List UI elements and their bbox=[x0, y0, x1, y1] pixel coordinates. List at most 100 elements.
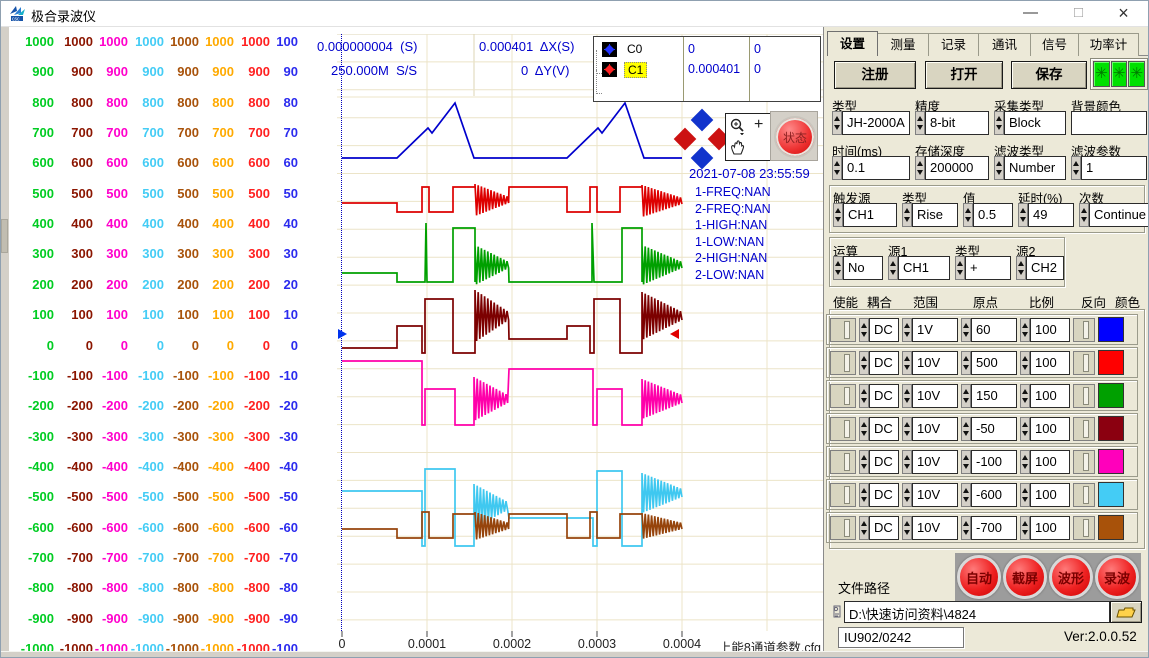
field-触发源[interactable]: CH1 bbox=[833, 203, 897, 227]
spinner-arrows-icon[interactable] bbox=[1020, 515, 1030, 540]
cursor-c0-marker[interactable] bbox=[338, 329, 347, 339]
invert-toggle[interactable] bbox=[1073, 416, 1095, 441]
spinner-arrows-icon[interactable] bbox=[902, 203, 912, 227]
chan-coupling-field[interactable]: DC bbox=[859, 383, 899, 408]
channel-color-swatch[interactable] bbox=[1098, 449, 1124, 474]
enable-toggle[interactable] bbox=[830, 515, 856, 540]
spinner-arrows-icon[interactable] bbox=[961, 383, 971, 408]
chan-origin-field[interactable]: -600 bbox=[961, 482, 1017, 507]
channel-color-swatch[interactable] bbox=[1098, 317, 1124, 342]
spinner-arrows-icon[interactable] bbox=[832, 156, 842, 180]
enable-toggle[interactable] bbox=[830, 317, 856, 342]
spinner-arrows-icon[interactable] bbox=[955, 256, 965, 280]
spinner-arrows-icon[interactable] bbox=[1020, 383, 1030, 408]
field-延时(%)[interactable]: 49 bbox=[1018, 203, 1074, 227]
spinner-arrows-icon[interactable] bbox=[902, 482, 912, 507]
chan-range-field[interactable]: 10V bbox=[902, 482, 958, 507]
enable-toggle[interactable] bbox=[830, 416, 856, 441]
spinner-arrows-icon[interactable] bbox=[1020, 350, 1030, 375]
cursor-name[interactable]: C1 bbox=[624, 62, 648, 78]
spinner-arrows-icon[interactable] bbox=[902, 515, 912, 540]
invert-toggle[interactable] bbox=[1073, 515, 1095, 540]
spinner-arrows-icon[interactable] bbox=[859, 383, 869, 408]
maximize-button[interactable]: □ bbox=[1073, 4, 1084, 21]
tab-功率计[interactable]: 功率计 bbox=[1079, 33, 1139, 56]
crosshair-tool-icon[interactable]: + bbox=[754, 116, 764, 133]
action-button-截屏[interactable]: 截屏 bbox=[1003, 555, 1047, 599]
chan-scale-field[interactable]: 100 bbox=[1020, 482, 1070, 507]
spinner-arrows-icon[interactable] bbox=[833, 256, 843, 280]
field-value[interactable]: Rise bbox=[912, 203, 958, 227]
spinner-arrows-icon[interactable] bbox=[902, 383, 912, 408]
field-滤波类型[interactable]: Number bbox=[994, 156, 1066, 180]
chan-coupling-field[interactable]: DC bbox=[859, 515, 899, 540]
field-源1[interactable]: CH1 bbox=[888, 256, 950, 280]
field-源2[interactable]: CH2 bbox=[1016, 256, 1064, 280]
chan-coupling-field[interactable]: DC bbox=[859, 350, 899, 375]
field-value[interactable]: 1 bbox=[1081, 156, 1147, 180]
tab-记录[interactable]: 记录 bbox=[929, 33, 979, 56]
field-背景颜色[interactable] bbox=[1071, 111, 1147, 135]
spinner-arrows-icon[interactable] bbox=[1020, 482, 1030, 507]
field-value[interactable]: Block bbox=[1004, 111, 1066, 135]
spinner-arrows-icon[interactable] bbox=[963, 203, 973, 227]
spinner-arrows-icon[interactable] bbox=[832, 111, 842, 135]
action-button-波形[interactable]: 波形 bbox=[1049, 555, 1093, 599]
tab-信号[interactable]: 信号 bbox=[1031, 33, 1079, 56]
spinner-arrows-icon[interactable] bbox=[961, 449, 971, 474]
channel-color-swatch[interactable] bbox=[1098, 515, 1124, 540]
spinner-arrows-icon[interactable] bbox=[961, 350, 971, 375]
field-value[interactable]: 49 bbox=[1028, 203, 1074, 227]
field-value[interactable]: Continue bbox=[1089, 203, 1148, 227]
field-类型[interactable]: Rise bbox=[902, 203, 958, 227]
field-精度[interactable]: 8-bit bbox=[915, 111, 989, 135]
field-采集类型[interactable]: Block bbox=[994, 111, 1066, 135]
chan-range-field[interactable]: 10V bbox=[902, 449, 958, 474]
enable-toggle[interactable] bbox=[830, 350, 856, 375]
channel-color-swatch[interactable] bbox=[1098, 482, 1124, 507]
spinner-arrows-icon[interactable] bbox=[961, 482, 971, 507]
spinner-arrows-icon[interactable] bbox=[1016, 256, 1026, 280]
spinner-arrows-icon[interactable] bbox=[961, 317, 971, 342]
chan-origin-field[interactable]: 500 bbox=[961, 350, 1017, 375]
waveform-plot[interactable] bbox=[337, 34, 823, 638]
channel-color-swatch[interactable] bbox=[1098, 383, 1124, 408]
field-类型[interactable]: JH-2000A bbox=[832, 111, 910, 135]
field-存储深度[interactable]: 200000 bbox=[915, 156, 989, 180]
device-id-field[interactable]: IU902/0242 bbox=[838, 627, 964, 648]
spinner-arrows-icon[interactable] bbox=[961, 515, 971, 540]
spinner-arrows-icon[interactable] bbox=[994, 111, 1004, 135]
field-次数[interactable]: Continue bbox=[1079, 203, 1148, 227]
spinner-arrows-icon[interactable] bbox=[915, 111, 925, 135]
spinner-arrows-icon[interactable] bbox=[859, 350, 869, 375]
spinner-arrows-icon[interactable] bbox=[888, 256, 898, 280]
cursor-marker-icon[interactable] bbox=[602, 42, 617, 57]
spinner-arrows-icon[interactable] bbox=[1020, 449, 1030, 474]
chan-coupling-field[interactable]: DC bbox=[859, 317, 899, 342]
chan-origin-field[interactable]: 150 bbox=[961, 383, 1017, 408]
field-value[interactable]: 8-bit bbox=[925, 111, 989, 135]
spinner-arrows-icon[interactable] bbox=[833, 203, 843, 227]
chan-origin-field[interactable]: 60 bbox=[961, 317, 1017, 342]
chan-scale-field[interactable]: 100 bbox=[1020, 317, 1070, 342]
invert-toggle[interactable] bbox=[1073, 317, 1095, 342]
pan-hand-icon[interactable] bbox=[730, 138, 746, 156]
button-注册[interactable]: 注册 bbox=[834, 61, 916, 89]
chan-scale-field[interactable]: 100 bbox=[1020, 350, 1070, 375]
status-button[interactable]: 状态 bbox=[770, 111, 818, 161]
enable-toggle[interactable] bbox=[830, 449, 856, 474]
chan-scale-field[interactable]: 100 bbox=[1020, 416, 1070, 441]
spinner-arrows-icon[interactable] bbox=[1020, 416, 1030, 441]
field-value[interactable]: CH1 bbox=[898, 256, 950, 280]
spinner-arrows-icon[interactable] bbox=[1071, 156, 1081, 180]
spinner-arrows-icon[interactable] bbox=[859, 317, 869, 342]
field-value[interactable]: 0.1 bbox=[842, 156, 910, 180]
spinner-arrows-icon[interactable] bbox=[902, 449, 912, 474]
enable-toggle[interactable] bbox=[830, 482, 856, 507]
spinner-arrows-icon[interactable] bbox=[902, 317, 912, 342]
chan-range-field[interactable]: 10V bbox=[902, 383, 958, 408]
cursor-name[interactable]: C0 bbox=[627, 42, 643, 56]
spinner-arrows-icon[interactable] bbox=[1018, 203, 1028, 227]
field-值[interactable]: 0.5 bbox=[963, 203, 1013, 227]
spinner-arrows-icon[interactable] bbox=[915, 156, 925, 180]
